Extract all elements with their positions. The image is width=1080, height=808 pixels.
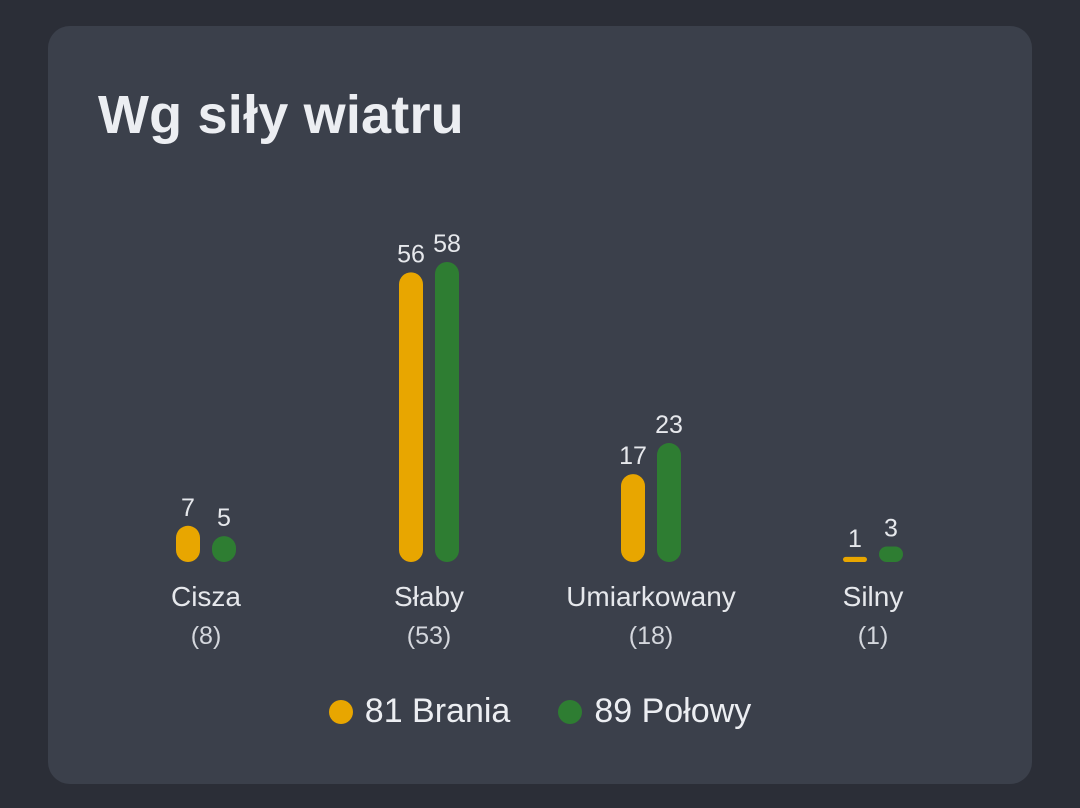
category-count-cisza: (8) (191, 622, 222, 650)
value-label-umiarkowany-polowy: 23 (655, 411, 683, 439)
card-title: Wg siły wiatru (98, 85, 464, 145)
bar-cisza-polowy (212, 536, 236, 562)
value-label-umiarkowany-brania: 17 (619, 442, 647, 470)
category-label-silny: Silny (843, 581, 904, 612)
category-count-słaby: (53) (407, 622, 451, 650)
legend-item-brania[interactable]: 81 Brania (328, 692, 511, 731)
bar-słaby-brania (399, 272, 423, 562)
yellow-dot-icon (328, 699, 353, 724)
green-dot-icon (558, 699, 583, 724)
value-label-słaby-polowy: 58 (433, 230, 461, 258)
legend-label-brania: 81 Brania (364, 692, 511, 730)
value-label-silny-polowy: 3 (884, 514, 898, 542)
legend-item-polowy[interactable]: 89 Połowy (558, 692, 751, 731)
category-label-cisza: Cisza (171, 581, 241, 612)
value-label-cisza-polowy: 5 (217, 504, 231, 532)
category-count-umiarkowany: (18) (629, 622, 673, 650)
category-label-umiarkowany: Umiarkowany (566, 581, 736, 612)
bar-cisza-brania (176, 525, 200, 562)
legend-label-polowy: 89 Połowy (594, 692, 752, 730)
wind-strength-card: Wg siły wiatru 7 5 Cisza (8) 56 58 Słaby (53) 17… (48, 26, 1032, 784)
bar-słaby-polowy (435, 262, 459, 562)
category-label-słaby: Słaby (394, 581, 464, 612)
category-count-silny: (1) (858, 622, 889, 650)
bar-umiarkowany-brania (621, 474, 645, 562)
value-label-słaby-brania: 56 (397, 240, 425, 268)
bar-silny-brania (843, 556, 867, 562)
wind-strength-bar-chart: 7 5 Cisza (8) 56 58 Słaby (53) 17 23 Umiarkowany (1… (171, 230, 904, 650)
bar-silny-polowy (879, 546, 903, 562)
bar-umiarkowany-polowy (657, 443, 681, 562)
chart-legend: 81 Brania 89 Połowy (48, 692, 1032, 731)
value-label-cisza-brania: 7 (181, 494, 195, 522)
value-label-silny-brania: 1 (848, 525, 862, 553)
